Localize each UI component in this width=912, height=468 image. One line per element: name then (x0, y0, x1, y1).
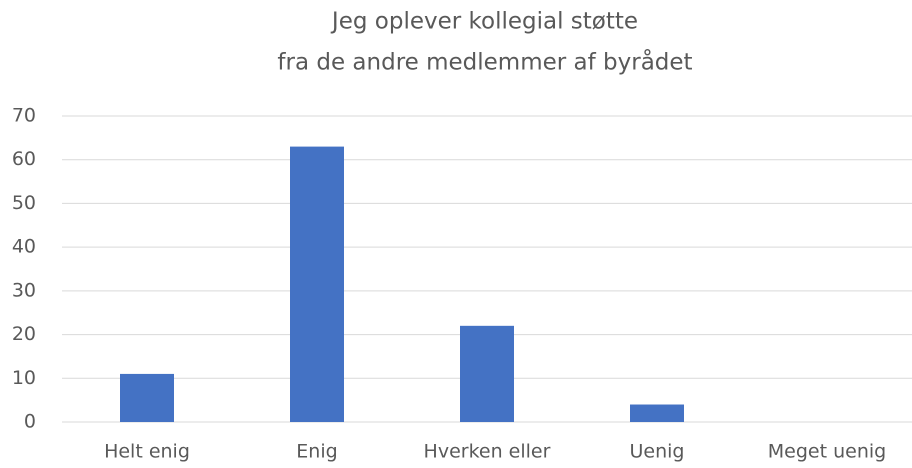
y-tick-label: 70 (12, 105, 36, 127)
x-tick-label: Enig (296, 441, 337, 463)
x-tick-label: Uenig (630, 441, 685, 463)
chart-title: Jeg oplever kollegial støtte (330, 9, 638, 35)
y-tick-label: 0 (24, 411, 36, 433)
bar (460, 325, 514, 422)
x-tick-label: Meget uenig (768, 441, 886, 463)
y-tick-label: 50 (12, 192, 36, 214)
y-tick-label: 60 (12, 148, 36, 170)
y-tick-label: 20 (12, 323, 36, 345)
y-tick-label: 30 (12, 279, 36, 301)
chart-title: fra de andre medlemmer af byrådet (277, 48, 692, 76)
x-tick-label: Helt enig (104, 441, 190, 463)
bar (290, 146, 344, 422)
y-tick-label: 40 (12, 236, 36, 258)
y-tick-label: 10 (12, 367, 36, 389)
x-tick-label: Hverken eller (424, 441, 551, 463)
bar (630, 404, 684, 422)
bar (120, 373, 174, 422)
